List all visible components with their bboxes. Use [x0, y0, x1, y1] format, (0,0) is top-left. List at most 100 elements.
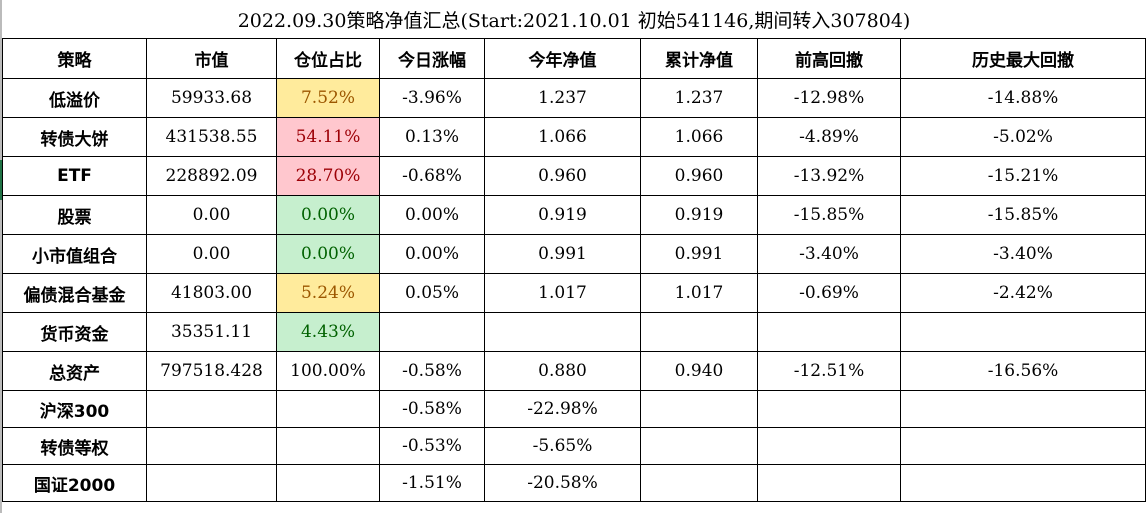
cell-strategy[interactable]: 偏债混合基金	[2, 273, 147, 313]
cell-position-ratio[interactable]: 28.70%	[276, 156, 380, 196]
cell-today-change[interactable]: 0.00%	[379, 195, 485, 235]
cell-cumulative-nav[interactable]	[640, 312, 758, 352]
cell-today-change[interactable]: -0.58%	[379, 351, 485, 391]
cell-today-change[interactable]: -0.53%	[379, 427, 485, 465]
cell-max-drawdown[interactable]	[899, 312, 1146, 352]
cell-market-value[interactable]: 228892.09	[146, 156, 277, 196]
cell-today-change[interactable]: 0.13%	[379, 117, 485, 157]
cell-max-drawdown[interactable]: -15.85%	[899, 195, 1146, 235]
header-cumulative-nav[interactable]: 累计净值	[640, 38, 758, 79]
header-today-change[interactable]: 今日涨幅	[379, 38, 485, 79]
cell-market-value[interactable]: 0.00	[146, 195, 277, 235]
cell-cumulative-nav[interactable]: 1.017	[640, 273, 758, 313]
cell-ytd-nav[interactable]: 0.960	[484, 156, 641, 196]
cell-strategy[interactable]: 货币资金	[2, 312, 147, 352]
cell-position-ratio[interactable]	[276, 390, 380, 428]
row-header-edge	[0, 0, 2, 513]
cell-cumulative-nav[interactable]: 0.940	[640, 351, 758, 391]
table-title[interactable]: 2022.09.30策略净值汇总(Start:2021.10.01 初始5411…	[2, 0, 1146, 39]
cell-ytd-nav[interactable]: 0.919	[484, 195, 641, 235]
cell-drawdown-from-high[interactable]	[757, 427, 901, 465]
cell-market-value[interactable]: 35351.11	[146, 312, 277, 352]
header-strategy[interactable]: 策略	[2, 38, 147, 79]
cell-strategy[interactable]: 国证2000	[2, 464, 147, 502]
cell-strategy[interactable]: 转债大饼	[2, 117, 147, 157]
cell-market-value[interactable]: 797518.428	[146, 351, 277, 391]
table-row: 总资产 797518.428 100.00% -0.58% 0.880 0.940 -12.…	[2, 351, 1146, 391]
cell-market-value[interactable]: 0.00	[146, 234, 277, 274]
cell-ytd-nav[interactable]: 1.066	[484, 117, 641, 157]
cell-strategy[interactable]: 股票	[2, 195, 147, 235]
cell-drawdown-from-high[interactable]	[757, 390, 901, 428]
cell-strategy[interactable]: 低溢价	[2, 78, 147, 118]
cell-max-drawdown[interactable]: -5.02%	[899, 117, 1146, 157]
cell-position-ratio[interactable]	[276, 427, 380, 465]
cell-cumulative-nav[interactable]	[640, 427, 758, 465]
cell-position-ratio[interactable]: 7.52%	[276, 78, 380, 118]
cell-cumulative-nav[interactable]	[640, 464, 758, 502]
benchmark-row: 转债等权 -0.53% -5.65%	[2, 427, 1146, 465]
cell-market-value[interactable]	[146, 464, 277, 502]
cell-today-change[interactable]	[379, 312, 485, 352]
cell-position-ratio[interactable]: 0.00%	[276, 234, 380, 274]
cell-market-value[interactable]	[146, 427, 277, 465]
cell-cumulative-nav[interactable]: 1.237	[640, 78, 758, 118]
cell-strategy[interactable]: 小市值组合	[2, 234, 147, 274]
cell-max-drawdown[interactable]: -15.21%	[899, 156, 1146, 196]
cell-ytd-nav[interactable]: 0.880	[484, 351, 641, 391]
cell-cumulative-nav[interactable]: 0.919	[640, 195, 758, 235]
cell-max-drawdown[interactable]: -3.40%	[899, 234, 1146, 274]
cell-max-drawdown[interactable]: -14.88%	[899, 78, 1146, 118]
cell-ytd-nav[interactable]: -5.65%	[484, 427, 641, 465]
cell-position-ratio[interactable]: 54.11%	[276, 117, 380, 157]
cell-ytd-nav[interactable]: 1.017	[484, 273, 641, 313]
header-market-value[interactable]: 市值	[146, 38, 277, 79]
cell-drawdown-from-high[interactable]: -4.89%	[757, 117, 901, 157]
cell-position-ratio[interactable]: 5.24%	[276, 273, 380, 313]
cell-drawdown-from-high[interactable]	[757, 464, 901, 502]
cell-position-ratio[interactable]: 100.00%	[276, 351, 380, 391]
cell-strategy[interactable]: ETF	[2, 156, 147, 196]
cell-max-drawdown[interactable]: -2.42%	[899, 273, 1146, 313]
cell-ytd-nav[interactable]: -22.98%	[484, 390, 641, 428]
cell-max-drawdown[interactable]	[899, 390, 1146, 428]
cell-strategy[interactable]: 沪深300	[2, 390, 147, 428]
cell-market-value[interactable]: 431538.55	[146, 117, 277, 157]
cell-strategy[interactable]: 转债等权	[2, 427, 147, 465]
cell-today-change[interactable]: -0.68%	[379, 156, 485, 196]
cell-drawdown-from-high[interactable]: -12.98%	[757, 78, 901, 118]
cell-ytd-nav[interactable]: 1.237	[484, 78, 641, 118]
cell-today-change[interactable]: 0.00%	[379, 234, 485, 274]
cell-strategy[interactable]: 总资产	[2, 351, 147, 391]
cell-max-drawdown[interactable]	[899, 427, 1146, 465]
cell-cumulative-nav[interactable]: 1.066	[640, 117, 758, 157]
header-drawdown-from-high[interactable]: 前高回撤	[757, 38, 901, 79]
cell-ytd-nav[interactable]: -20.58%	[484, 464, 641, 502]
cell-market-value[interactable]: 41803.00	[146, 273, 277, 313]
cell-today-change[interactable]: -1.51%	[379, 464, 485, 502]
cell-market-value[interactable]	[146, 390, 277, 428]
cell-market-value[interactable]: 59933.68	[146, 78, 277, 118]
cell-ytd-nav[interactable]: 0.991	[484, 234, 641, 274]
cell-drawdown-from-high[interactable]	[757, 312, 901, 352]
cell-drawdown-from-high[interactable]: -3.40%	[757, 234, 901, 274]
header-ytd-nav[interactable]: 今年净值	[484, 38, 641, 79]
cell-today-change[interactable]: -3.96%	[379, 78, 485, 118]
cell-drawdown-from-high[interactable]: -15.85%	[757, 195, 901, 235]
cell-ytd-nav[interactable]	[484, 312, 641, 352]
cell-position-ratio[interactable]: 4.43%	[276, 312, 380, 352]
cell-today-change[interactable]: 0.05%	[379, 273, 485, 313]
header-position-ratio[interactable]: 仓位占比	[276, 38, 380, 79]
cell-today-change[interactable]: -0.58%	[379, 390, 485, 428]
cell-max-drawdown[interactable]: -16.56%	[899, 351, 1146, 391]
header-max-drawdown[interactable]: 历史最大回撤	[899, 38, 1146, 79]
cell-cumulative-nav[interactable]	[640, 390, 758, 428]
cell-drawdown-from-high[interactable]: -0.69%	[757, 273, 901, 313]
cell-cumulative-nav[interactable]: 0.960	[640, 156, 758, 196]
cell-drawdown-from-high[interactable]: -12.51%	[757, 351, 901, 391]
cell-position-ratio[interactable]: 0.00%	[276, 195, 380, 235]
cell-position-ratio[interactable]	[276, 464, 380, 502]
cell-drawdown-from-high[interactable]: -13.92%	[757, 156, 901, 196]
cell-cumulative-nav[interactable]: 0.991	[640, 234, 758, 274]
cell-max-drawdown[interactable]	[899, 464, 1146, 502]
